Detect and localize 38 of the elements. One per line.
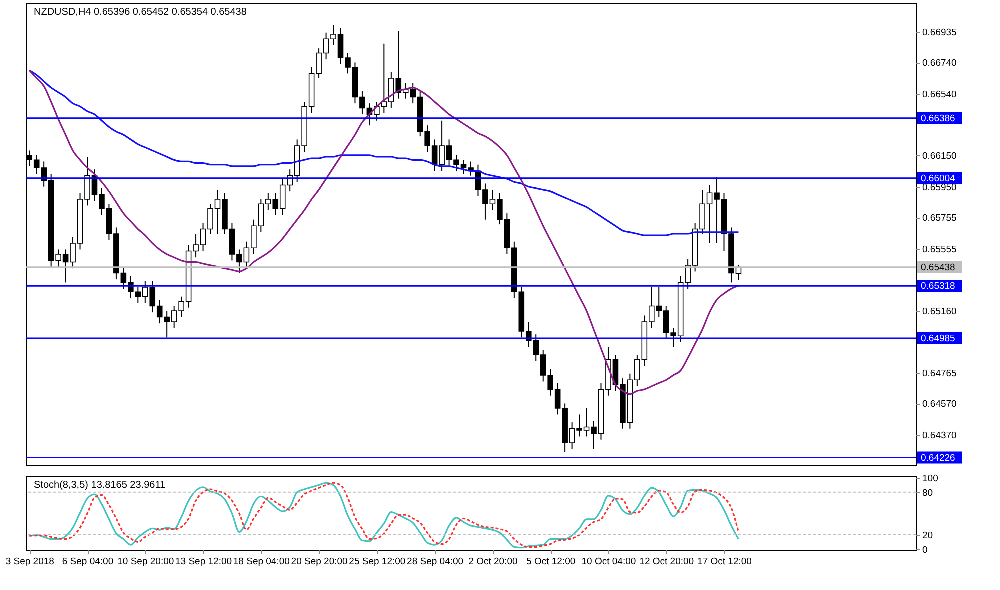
x-tick-label: 17 Oct 12:00 bbox=[698, 556, 752, 568]
y-tick-label: 0.64570 bbox=[922, 399, 957, 410]
x-tick-label: 25 Sep 12:00 bbox=[349, 556, 406, 568]
y-tick-label: 0.65160 bbox=[922, 306, 957, 318]
ref-line-label: 0.64985 bbox=[921, 334, 956, 344]
x-tick-label: 6 Sep 04:00 bbox=[62, 556, 114, 568]
y-tick-label: 0.66740 bbox=[922, 58, 957, 70]
x-tick-label: 2 Oct 20:00 bbox=[468, 556, 518, 568]
chart-title: NZDUSD,H4 0.65396 0.65452 0.65354 0.65438 bbox=[34, 7, 248, 18]
ref-line-label: 0.65438 bbox=[921, 262, 956, 274]
x-tick-label: 10 Oct 04:00 bbox=[582, 556, 636, 568]
y-tick-label: 0 bbox=[922, 544, 928, 556]
chart-title: Stoch(8,3,5) 13.8165 23.9611 bbox=[34, 480, 166, 491]
y-tick-label: 0.64765 bbox=[922, 368, 957, 380]
line-series bbox=[28, 70, 740, 396]
y-tick-label: 0.65950 bbox=[922, 182, 957, 194]
y-tick-label: 0.65555 bbox=[922, 244, 957, 256]
x-tick-label: 18 Sep 04:00 bbox=[233, 556, 290, 568]
y-tick-label: 0.64370 bbox=[922, 430, 957, 442]
y-tick-label: 80 bbox=[922, 488, 934, 499]
x-tick-label: 5 Oct 12:00 bbox=[526, 556, 576, 568]
ref-line-label: 0.65318 bbox=[921, 281, 956, 292]
x-tick-label: 10 Sep 20:00 bbox=[118, 556, 174, 568]
x-tick-label: 3 Sep 2018 bbox=[6, 556, 54, 568]
x-tick-label: 13 Sep 12:00 bbox=[176, 556, 232, 568]
line-series bbox=[28, 70, 740, 236]
y-tick-label: 0.66540 bbox=[922, 90, 957, 101]
x-tick-label: 12 Oct 20:00 bbox=[640, 556, 694, 568]
y-tick-label: 100 bbox=[922, 474, 938, 485]
ref-line-label: 0.64226 bbox=[921, 452, 956, 464]
ref-line-label: 0.66004 bbox=[921, 173, 956, 184]
y-tick-label: 0.65755 bbox=[922, 213, 957, 224]
x-tick-label: 28 Sep 04:00 bbox=[407, 556, 464, 568]
x-tick-label: 20 Sep 20:00 bbox=[291, 556, 348, 568]
y-tick-label: 0.66935 bbox=[922, 28, 957, 39]
y-tick-label: 20 bbox=[922, 530, 934, 542]
ref-line-label: 0.66386 bbox=[921, 113, 956, 124]
y-tick-label: 0.66150 bbox=[922, 150, 957, 162]
